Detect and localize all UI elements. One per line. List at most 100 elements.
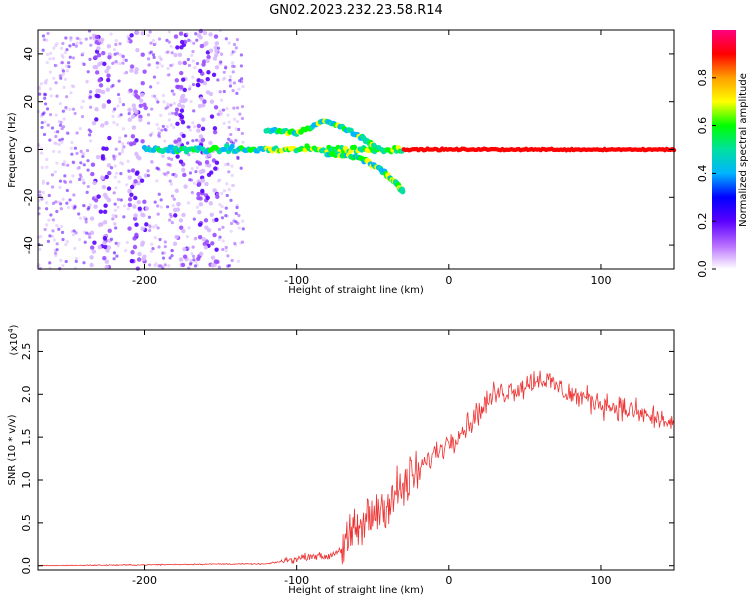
spectrogram-point	[161, 93, 166, 98]
spectrogram-point	[68, 198, 72, 202]
spectrogram-point	[126, 207, 130, 211]
spectrogram-point	[194, 138, 199, 142]
spectrogram-point	[170, 51, 174, 55]
spectrogram-point	[240, 77, 244, 81]
spectrogram-point	[192, 125, 197, 129]
spectrogram-point	[137, 206, 142, 211]
spectrogram-point	[182, 172, 187, 178]
spectrogram-point	[209, 114, 215, 119]
spectrogram-point	[76, 166, 80, 171]
spectrogram-point	[227, 263, 232, 268]
spectrogram-point	[149, 249, 153, 254]
spectrogram-y-tick-label: 0	[22, 146, 35, 153]
spectrogram-point	[217, 237, 221, 242]
spectrogram-point	[65, 69, 69, 73]
spectrogram-point	[206, 228, 212, 233]
spectrogram-point	[95, 155, 101, 160]
spectrogram-point	[112, 191, 116, 195]
spectrogram-point	[224, 143, 230, 149]
spectrogram-point	[124, 134, 128, 138]
spectrogram-point	[167, 264, 171, 268]
spectrogram-point	[174, 188, 179, 193]
spectrogram-point	[40, 165, 44, 170]
spectrogram-point	[97, 78, 102, 83]
spectrogram-point	[189, 99, 193, 104]
spectrogram-point	[115, 254, 119, 258]
spectrogram-point	[150, 107, 154, 111]
spectrogram-point	[143, 173, 149, 178]
spectrogram-point	[240, 240, 245, 244]
spectrogram-point	[63, 77, 68, 81]
spectrogram-point	[96, 46, 101, 51]
spectrogram-point	[52, 149, 56, 154]
spectrogram-point	[111, 213, 115, 217]
spectrogram-point	[111, 83, 115, 88]
spectrogram-point	[106, 73, 111, 78]
spectrogram-point	[221, 108, 226, 112]
spectrogram-point	[138, 114, 143, 120]
spectrogram-point	[169, 63, 173, 68]
spectrogram-point	[79, 41, 83, 45]
spectrogram-point	[64, 36, 68, 40]
spectrogram-point	[97, 222, 103, 228]
spectrogram-point	[152, 75, 157, 79]
spectrogram-point	[194, 32, 198, 36]
spectrogram-point	[107, 170, 112, 176]
spectrogram-point	[112, 120, 116, 125]
spectrogram-point	[140, 240, 146, 245]
spectrogram-point	[49, 51, 53, 55]
spectrogram-point	[178, 31, 184, 36]
spectrogram-point	[213, 166, 218, 171]
spectrogram-point	[149, 50, 153, 54]
spectrogram-point	[236, 156, 240, 161]
spectrogram-point	[99, 175, 105, 180]
spectrogram-point	[194, 170, 198, 174]
spectrogram-point	[113, 52, 117, 56]
spectrogram-point	[135, 47, 140, 53]
spectrogram-point	[40, 120, 44, 125]
spectrogram-point	[156, 204, 160, 208]
spectrogram-point	[179, 39, 185, 45]
spectrogram-point	[185, 32, 189, 36]
spectrogram-point	[163, 139, 167, 143]
spectrogram-point	[126, 159, 130, 163]
spectrogram-point	[65, 239, 69, 244]
spectrogram-point	[155, 65, 160, 70]
spectrogram-point	[118, 42, 122, 46]
spectrogram-point	[173, 34, 179, 39]
spectrogram-point	[196, 195, 201, 201]
spectrogram-point	[235, 91, 239, 95]
spectrogram-point	[54, 113, 58, 117]
spectrogram-point	[127, 117, 133, 122]
spectrogram-point	[45, 201, 49, 205]
spectrogram-point	[161, 154, 165, 158]
spectrogram-point	[41, 179, 46, 183]
spectrogram-point	[174, 234, 179, 240]
spectrogram-point	[42, 132, 47, 137]
spectrogram-point	[230, 258, 234, 263]
spectrogram-point	[239, 166, 243, 170]
spectrogram-point	[117, 180, 121, 184]
spectrogram-point	[102, 240, 107, 246]
spectrogram-point	[199, 79, 204, 84]
spectrogram-point	[208, 91, 214, 97]
spectrogram-point	[114, 241, 118, 245]
spectrogram-point	[72, 42, 76, 47]
spectrogram-point	[61, 264, 65, 268]
spectrogram-point	[52, 46, 56, 50]
spectrogram-point	[155, 122, 159, 127]
spectrogram-point	[147, 215, 152, 219]
spectrogram-point	[214, 217, 219, 223]
spectrogram-point	[105, 87, 111, 92]
spectrogram-point	[45, 78, 49, 82]
spectrogram-point	[140, 92, 145, 97]
spectrogram-point	[159, 205, 163, 209]
spectrogram-point	[116, 104, 120, 108]
snr-y-label: SNR (10 * v/v)	[7, 414, 18, 485]
spectrogram-point	[226, 113, 230, 117]
spectrogram-point	[197, 181, 202, 187]
spectrogram-point	[175, 45, 180, 50]
spectrogram-point	[234, 127, 238, 131]
spectrogram-point	[219, 60, 223, 64]
spectrogram-point	[218, 90, 222, 94]
